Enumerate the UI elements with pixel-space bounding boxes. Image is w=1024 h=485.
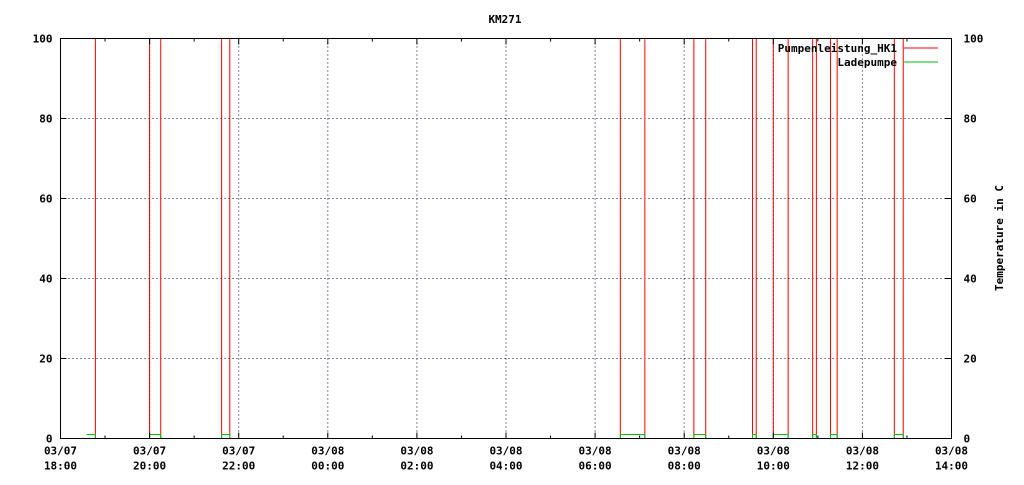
ytick-label: 100 <box>33 33 53 46</box>
series-line-ladepumpe <box>86 434 907 439</box>
y2tick-label: 40 <box>964 273 977 286</box>
xtick-label-time: 06:00 <box>579 460 612 473</box>
legend-label: Pumpenleistung_HK1 <box>778 42 898 55</box>
xtick-label-date: 03/08 <box>846 445 879 458</box>
xtick-label-time: 20:00 <box>133 460 166 473</box>
chart-title: KM271 <box>488 13 521 26</box>
xtick-label-time: 18:00 <box>44 460 77 473</box>
xtick-label-time: 22:00 <box>222 460 255 473</box>
ytick-label: 40 <box>39 273 52 286</box>
ytick-label: 20 <box>39 353 52 366</box>
xtick-label-time: 04:00 <box>489 460 522 473</box>
xtick-label-date: 03/08 <box>668 445 701 458</box>
xtick-label-date: 03/08 <box>757 445 790 458</box>
y2tick-label: 20 <box>964 353 977 366</box>
ytick-label: 80 <box>39 113 52 126</box>
ytick-label: 60 <box>39 193 52 206</box>
xtick-label-time: 00:00 <box>311 460 344 473</box>
xtick-label-time: 14:00 <box>935 460 968 473</box>
xtick-label-date: 03/08 <box>935 445 968 458</box>
legend-label: Ladepumpe <box>837 56 897 69</box>
ytick-label: 0 <box>46 433 53 446</box>
xtick-label-time: 08:00 <box>668 460 701 473</box>
series-line-pumpenleistung_hk1 <box>86 38 907 439</box>
xtick-label-time: 10:00 <box>757 460 790 473</box>
xtick-label-date: 03/08 <box>311 445 344 458</box>
xtick-label-date: 03/07 <box>222 445 255 458</box>
y2tick-label: 80 <box>964 113 977 126</box>
y2tick-label: 60 <box>964 193 977 206</box>
y2tick-label: 0 <box>964 433 971 446</box>
xtick-label-date: 03/07 <box>133 445 166 458</box>
y2-axis-label: Temperature in C <box>993 185 1006 291</box>
xtick-label-date: 03/08 <box>489 445 522 458</box>
xtick-label-time: 12:00 <box>846 460 879 473</box>
y2tick-label: 100 <box>964 33 984 46</box>
xtick-label-time: 02:00 <box>400 460 433 473</box>
xtick-label-date: 03/07 <box>44 445 77 458</box>
xtick-label-date: 03/08 <box>579 445 612 458</box>
xtick-label-date: 03/08 <box>400 445 433 458</box>
